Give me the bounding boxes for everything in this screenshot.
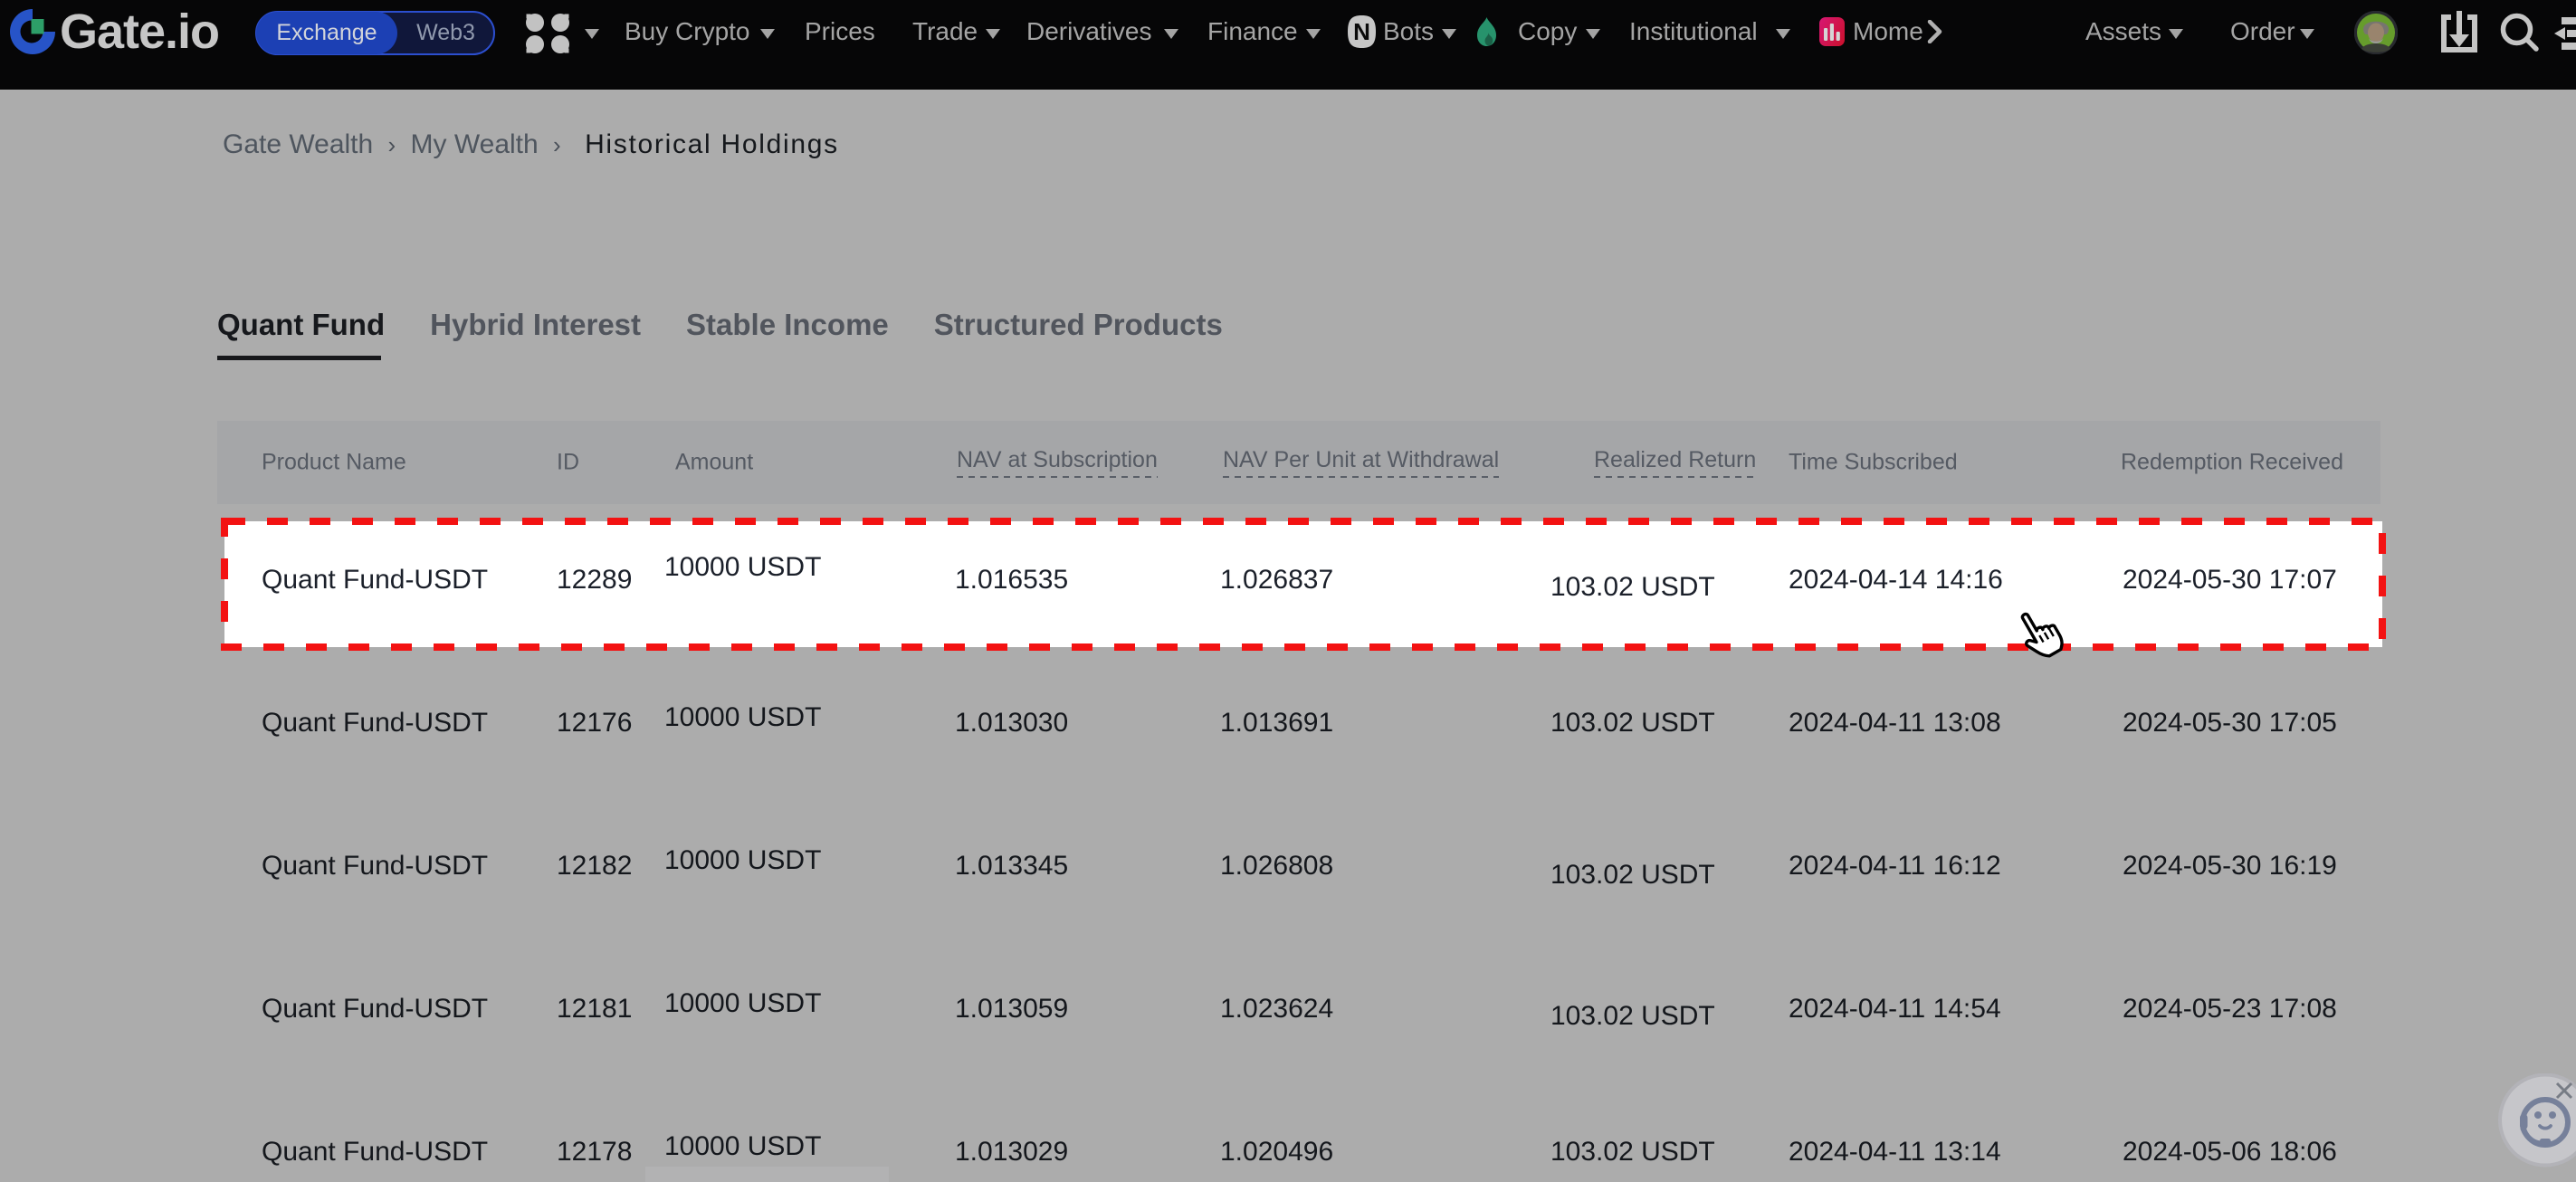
svg-text:N: N [1353,18,1370,45]
